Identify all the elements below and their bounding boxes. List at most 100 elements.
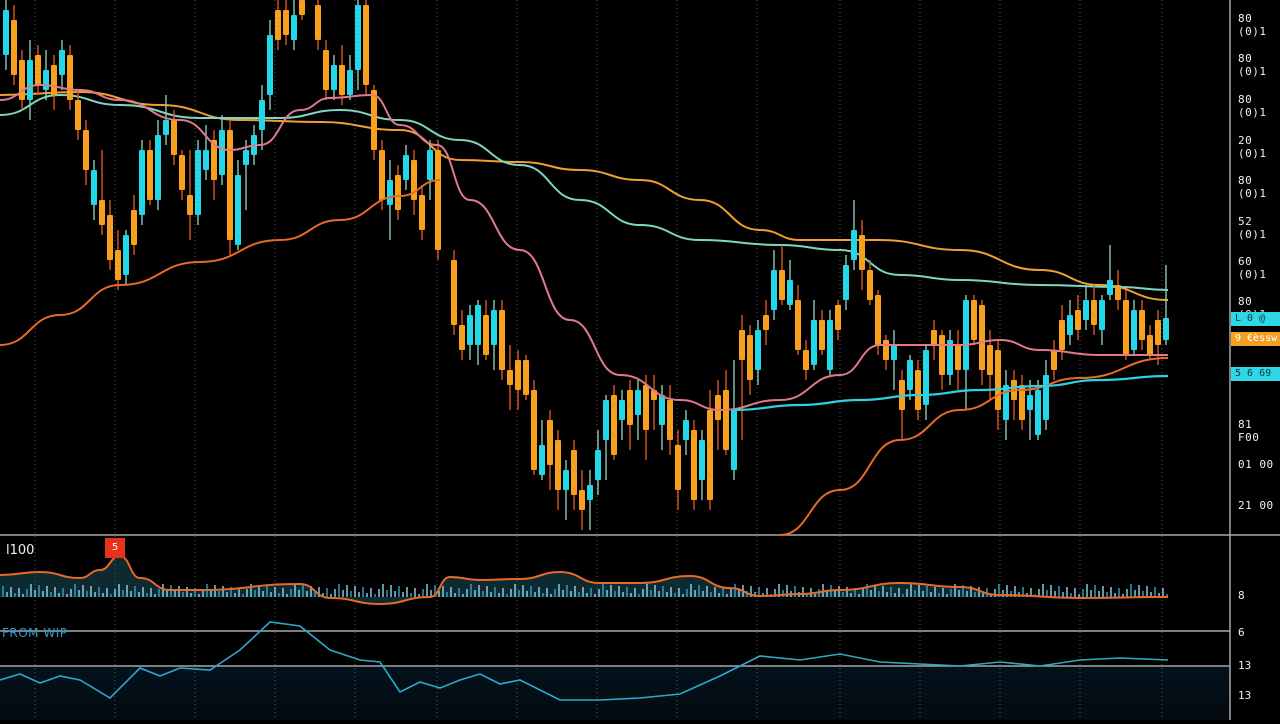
candle-body[interactable] [131,210,137,245]
candle-body[interactable] [1083,300,1089,320]
candle-body[interactable] [195,150,201,215]
candle-body[interactable] [475,305,481,345]
candle-body[interactable] [139,150,145,215]
candle-body[interactable] [875,295,881,345]
candle-body[interactable] [987,345,993,375]
candle-body[interactable] [19,60,25,100]
candle-body[interactable] [1139,310,1145,340]
candle-body[interactable] [35,55,41,85]
candle-body[interactable] [1163,318,1169,340]
candle-body[interactable] [1019,385,1025,420]
candle-body[interactable] [779,270,785,300]
candle-body[interactable] [947,340,953,375]
candle-body[interactable] [867,270,873,300]
candle-body[interactable] [435,150,441,250]
candle-body[interactable] [699,440,705,480]
candle-body[interactable] [387,180,393,205]
candle-body[interactable] [835,305,841,330]
candle-body[interactable] [1027,395,1033,410]
candle-body[interactable] [59,50,65,75]
candle-body[interactable] [1051,350,1057,370]
candle-body[interactable] [515,360,521,390]
candle-body[interactable] [91,170,97,205]
candle-body[interactable] [539,445,545,475]
candle-body[interactable] [363,5,369,85]
candle-body[interactable] [315,5,321,40]
candle-body[interactable] [211,140,217,180]
candle-body[interactable] [1131,310,1137,350]
candle-body[interactable] [843,265,849,300]
candle-body[interactable] [507,370,513,385]
candle-body[interactable] [51,65,57,95]
candle-body[interactable] [371,90,377,150]
candle-body[interactable] [379,150,385,200]
candle-body[interactable] [571,450,577,495]
candle-body[interactable] [923,350,929,405]
candle-body[interactable] [355,5,361,70]
candle-body[interactable] [11,20,17,75]
candle-body[interactable] [395,175,401,210]
candle-body[interactable] [1147,335,1153,355]
candle-body[interactable] [219,130,225,175]
candle-body[interactable] [859,235,865,270]
candle-body[interactable] [499,310,505,370]
candle-body[interactable] [1155,320,1161,345]
candle-body[interactable] [659,395,665,425]
candle-body[interactable] [547,420,553,465]
candle-body[interactable] [227,130,233,240]
candle-body[interactable] [683,420,689,440]
candle-body[interactable] [827,320,833,370]
candle-body[interactable] [579,490,585,510]
candle-body[interactable] [587,485,593,500]
candle-body[interactable] [955,345,961,370]
candle-body[interactable] [115,250,121,280]
candle-body[interactable] [787,280,793,305]
candle-body[interactable] [339,65,345,95]
candle-body[interactable] [971,300,977,340]
candle-body[interactable] [531,390,537,470]
candle-body[interactable] [147,150,153,200]
candle-body[interactable] [451,260,457,325]
candle-body[interactable] [763,315,769,330]
candle-body[interactable] [1067,315,1073,335]
candle-body[interactable] [851,230,857,260]
candle-body[interactable] [179,155,185,190]
candle-body[interactable] [43,70,49,90]
candle-body[interactable] [83,130,89,170]
candle-body[interactable] [1107,280,1113,295]
candle-body[interactable] [187,195,193,215]
candle-body[interactable] [731,410,737,470]
candle-body[interactable] [203,150,209,170]
candle-body[interactable] [27,60,33,100]
candle-body[interactable] [99,200,105,225]
candle-body[interactable] [235,175,241,245]
candle-body[interactable] [1099,300,1105,330]
candle-body[interactable] [347,70,353,95]
candle-body[interactable] [667,400,673,440]
candle-body[interactable] [555,440,561,490]
candle-body[interactable] [883,340,889,360]
candle-body[interactable] [819,320,825,350]
candle-body[interactable] [491,310,497,345]
candle-body[interactable] [1035,390,1041,435]
candle-body[interactable] [931,330,937,345]
candle-body[interactable] [979,305,985,370]
candle-body[interactable] [811,320,817,365]
candle-body[interactable] [155,135,161,200]
candle-body[interactable] [747,335,753,380]
candle-body[interactable] [411,160,417,200]
candle-body[interactable] [123,235,129,275]
candle-body[interactable] [1115,285,1121,300]
candle-body[interactable] [723,390,729,450]
candle-body[interactable] [163,120,169,135]
candle-body[interactable] [523,360,529,395]
candle-body[interactable] [291,15,297,40]
candle-body[interactable] [891,345,897,360]
candle-body[interactable] [323,50,329,90]
candle-body[interactable] [267,35,273,95]
candle-body[interactable] [1059,320,1065,350]
candle-body[interactable] [707,410,713,500]
candle-body[interactable] [563,470,569,490]
candle-body[interactable] [483,315,489,355]
